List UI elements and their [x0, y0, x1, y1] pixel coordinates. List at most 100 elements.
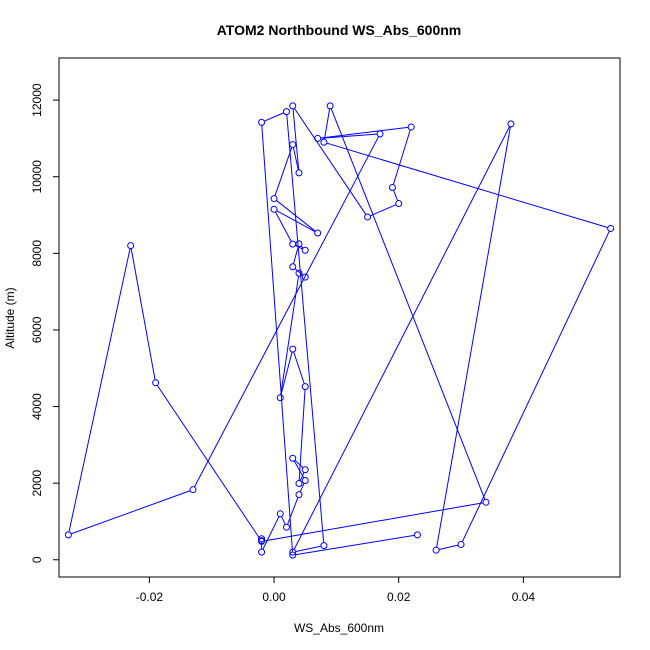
data-point: [276, 510, 284, 518]
series-segment: [299, 472, 305, 481]
series-segment: [293, 460, 305, 478]
data-point: [301, 383, 309, 391]
data-point: [301, 273, 309, 281]
data-point: [258, 535, 266, 543]
series-segment: [292, 109, 300, 170]
data-point: [376, 130, 384, 138]
y-tick-label: 4000: [30, 393, 44, 420]
y-axis-label: Altitude (m): [3, 287, 17, 348]
data-point: [64, 531, 72, 539]
series-segment: [393, 190, 399, 201]
data-point: [270, 195, 278, 203]
data-point: [258, 537, 266, 545]
series-segment: [436, 126, 511, 548]
data-point: [258, 118, 266, 126]
data-point: [152, 379, 160, 387]
x-tick-label: -0.02: [136, 590, 164, 604]
data-point: [289, 102, 297, 110]
series-segment: [300, 245, 304, 249]
data-point: [189, 486, 197, 494]
data-point: [301, 466, 309, 474]
data-point: [507, 120, 515, 128]
x-axis-label: WS_Abs_600nm: [294, 621, 384, 635]
series-segment: [293, 351, 305, 384]
y-tick-label: 2000: [30, 469, 44, 496]
series-segment: [130, 248, 156, 380]
series-segment: [320, 133, 377, 139]
series-segment: [281, 516, 286, 525]
x-axis: -0.02 0.00 0.02 0.04: [136, 576, 535, 604]
data-point: [295, 269, 303, 277]
y-tick-label: 10000: [30, 160, 44, 194]
data-point: [127, 242, 135, 250]
data-point: [289, 548, 297, 556]
series-segment: [326, 142, 608, 229]
series-segment: [274, 147, 293, 196]
series-segment: [293, 246, 299, 264]
data-point: [457, 540, 465, 548]
series-segment: [293, 126, 510, 550]
data-point: [283, 523, 291, 531]
y-tick-label: 8000: [30, 240, 44, 267]
series-segment: [298, 389, 306, 481]
data-point: [295, 240, 303, 248]
series-segment: [370, 204, 396, 217]
series-segment: [286, 114, 325, 543]
series-segment: [392, 129, 411, 185]
data-point: [289, 141, 297, 149]
data-series: [64, 102, 615, 559]
series-segment: [294, 108, 367, 215]
chart-title: ATOM2 Northbound WS_Abs_600nm: [217, 22, 462, 38]
data-point: [289, 263, 297, 271]
y-axis: 0 2000 4000 6000 8000 10000 12000: [30, 83, 60, 563]
data-point: [364, 213, 372, 221]
data-point: [301, 246, 309, 254]
y-tick-label: 0: [30, 556, 44, 563]
series-segment: [323, 108, 331, 140]
data-point: [270, 205, 278, 213]
series-segment: [262, 516, 280, 550]
series-segment: [295, 545, 321, 552]
series-segment: [156, 385, 261, 539]
data-point: [395, 200, 403, 208]
data-point: [314, 229, 322, 237]
series-segment: [461, 231, 610, 542]
data-point: [320, 138, 328, 146]
y-tick-label: 12000: [30, 83, 44, 117]
series-segment: [299, 483, 305, 492]
data-point: [295, 169, 303, 177]
data-point: [258, 548, 266, 556]
data-point: [289, 345, 297, 353]
data-point: [607, 224, 615, 232]
series-segment: [292, 147, 299, 170]
data-point: [289, 551, 297, 559]
data-point: [432, 546, 440, 554]
series-segment: [68, 248, 131, 532]
series-segment: [280, 276, 300, 395]
series-segment: [194, 136, 379, 488]
x-tick-label: 0.00: [262, 590, 286, 604]
series-segment: [439, 544, 459, 550]
data-point: [388, 183, 396, 191]
data-point: [320, 542, 328, 550]
data-point: [289, 454, 297, 462]
data-point: [301, 476, 309, 484]
series-segment: [287, 497, 299, 525]
series-segment: [264, 502, 483, 542]
series-segment: [330, 108, 486, 500]
series-segment: [261, 125, 294, 553]
data-point: [413, 531, 421, 539]
data-point: [482, 498, 490, 506]
data-point: [276, 394, 284, 402]
data-point: [407, 123, 415, 131]
series-segment: [280, 352, 293, 395]
y-tick-label: 6000: [30, 316, 44, 343]
series-segment: [71, 490, 191, 535]
data-point: [289, 240, 297, 248]
series-segment: [275, 211, 292, 242]
data-point: [326, 102, 334, 110]
data-point: [295, 491, 303, 499]
data-point: [295, 480, 303, 488]
x-tick-label: 0.02: [387, 590, 411, 604]
